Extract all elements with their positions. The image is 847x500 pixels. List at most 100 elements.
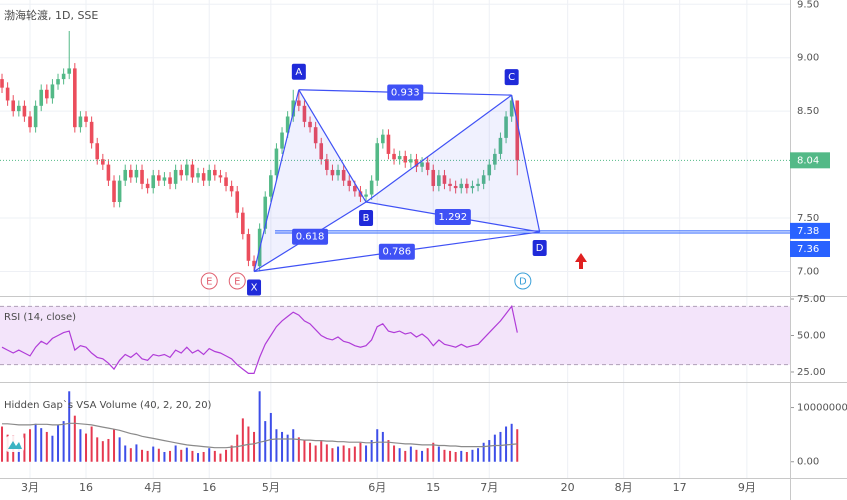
candle-body (22, 105, 27, 117)
candle-body (246, 234, 251, 261)
volume-bar (90, 426, 93, 462)
volume-bar (325, 444, 328, 462)
candle-body (129, 169, 133, 178)
candle-body (442, 175, 447, 184)
candle-body (95, 143, 100, 160)
candle-body (67, 68, 72, 74)
candle-body (201, 173, 206, 181)
volume-bar (73, 415, 76, 462)
candle-body (515, 100, 520, 161)
volume-bar (241, 418, 244, 462)
volume-bar (79, 429, 82, 462)
volume-bar (157, 448, 160, 462)
point-label: D (536, 243, 544, 254)
candle-body (185, 164, 189, 176)
candle-body (73, 68, 77, 128)
volume-bar (85, 433, 88, 462)
point-box (532, 239, 547, 256)
volume-bar (113, 429, 116, 462)
volume-bar (348, 448, 351, 462)
x-tick-label: 16 (79, 481, 93, 494)
volume-bar (208, 448, 211, 462)
candle-body (386, 134, 391, 154)
volume-bar (51, 435, 54, 462)
volume-bar (219, 453, 222, 462)
candle-body (263, 196, 268, 229)
volume-bar (258, 391, 261, 462)
x-tick-label: 8月 (615, 481, 633, 494)
volume-bar (29, 429, 32, 462)
candle-body (56, 79, 60, 85)
candle-body (207, 169, 212, 181)
pattern-leg (511, 95, 541, 233)
candle-body (61, 73, 66, 80)
level-label: 7.36 (797, 244, 819, 255)
volume-tick-label: 0.00 (797, 457, 819, 468)
x-tick-label: 4月 (144, 481, 162, 494)
volume-bar (460, 450, 463, 462)
candle-body (453, 185, 458, 189)
point-box (247, 279, 262, 296)
candle-body (0, 79, 4, 88)
ratio-box (292, 228, 329, 245)
x-tick-label: 16 (202, 481, 216, 494)
logo (6, 436, 24, 452)
x-tick-label: 6月 (368, 481, 386, 494)
volume-bar (320, 441, 323, 462)
volume-bar (185, 447, 188, 462)
candle-body (106, 164, 111, 181)
volume-bar (353, 446, 356, 462)
rsi-tick-label: 50.00 (797, 330, 826, 341)
pattern-layer: 0.618 0.933 1.292 0.786 X A B C D E E D (200, 63, 790, 296)
volume-bar (376, 429, 379, 462)
candle-body (123, 169, 128, 181)
volume-bar (286, 434, 289, 462)
candle-body (235, 191, 240, 213)
volume-bar (471, 449, 474, 462)
candle-body (213, 169, 217, 176)
candle-body (196, 173, 200, 178)
candle-body (397, 156, 402, 160)
volume-bar (17, 442, 20, 462)
ratio-label: 0.618 (296, 232, 325, 243)
candle-body (117, 180, 122, 203)
candle-body (285, 116, 290, 133)
candle-body (347, 180, 352, 186)
volume-bar (393, 445, 396, 462)
volume-bar (398, 448, 401, 462)
chart-title: 渤海轮渡, 1D, SSE (4, 8, 98, 22)
volume-bar (432, 442, 435, 462)
level-label: 7.38 (797, 226, 819, 237)
volume-bar (331, 448, 334, 462)
volume-bar (465, 451, 468, 462)
volume-bar (180, 449, 183, 462)
ratio-label: 0.786 (383, 247, 412, 258)
volume-tick-label: 10000000.00 (797, 403, 847, 414)
candle-body (493, 153, 497, 165)
candle-body (157, 175, 161, 181)
candle-body (504, 116, 508, 138)
candle-body (353, 185, 357, 192)
event-label: E (206, 277, 212, 288)
volume-bar (236, 434, 239, 462)
label-layer: 渤海轮渡, 1D, SSE RSI (14, close) Hidden Gap… (4, 0, 847, 494)
candle-body (420, 162, 424, 167)
volume-bar (510, 423, 513, 462)
volume-bar (437, 446, 440, 462)
candle-body (409, 159, 413, 163)
volume-bar (516, 429, 519, 462)
volume-bar (141, 449, 144, 462)
volume-bar (303, 440, 306, 462)
candle-body (448, 183, 452, 186)
candle-body (173, 169, 178, 184)
candle-body (375, 143, 380, 181)
candle-body (425, 162, 430, 170)
candle-body (313, 127, 318, 144)
volume-bar (370, 440, 373, 462)
volume-bar (488, 440, 491, 462)
candle-body (403, 156, 408, 163)
volume-bar (342, 445, 345, 462)
event-marker (228, 272, 246, 290)
rsi-line (1, 304, 518, 374)
volume-bar (107, 438, 110, 462)
